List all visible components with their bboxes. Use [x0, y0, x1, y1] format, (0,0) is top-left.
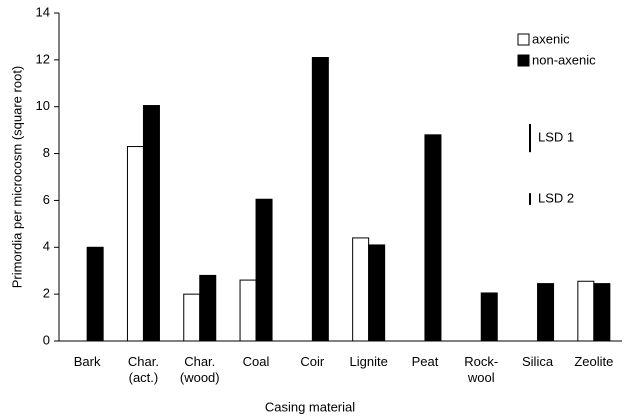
bar	[142, 105, 160, 342]
bar	[537, 283, 555, 342]
bar	[255, 198, 273, 342]
y-tick-label: 2	[43, 286, 50, 301]
bar	[577, 280, 595, 342]
x-tick-label: Zeolite	[574, 354, 614, 369]
bar	[239, 279, 257, 342]
bar	[86, 246, 104, 342]
x-tick-label: Bark	[73, 354, 101, 369]
x-tick-label: Rock- wool	[464, 354, 499, 385]
x-tick-label: Peat	[411, 354, 439, 369]
y-tick-label: 6	[43, 192, 50, 207]
bar	[199, 274, 217, 342]
y-tick-label: 0	[43, 332, 50, 347]
y-tick-label: 12	[36, 51, 50, 66]
x-tick-label: Silica	[522, 354, 554, 369]
lsd-label: LSD 2	[538, 190, 574, 205]
bar	[593, 283, 611, 342]
x-tick-label: Coir	[300, 354, 325, 369]
x-tick-label: Char. (act.)	[127, 354, 159, 385]
bar	[368, 244, 386, 342]
bar	[126, 146, 144, 342]
legend-swatch	[517, 33, 530, 46]
x-axis-title: Casing material	[265, 399, 355, 414]
x-tick-label: Lignite	[349, 354, 388, 369]
y-tick-label: 8	[43, 145, 50, 160]
bar	[311, 57, 329, 342]
x-tick-label: Char. (wood)	[179, 354, 220, 385]
y-axis-title: Primordia per microcosm (square root)	[9, 66, 24, 289]
legend-label: axenic	[532, 31, 570, 46]
x-tick-label: Coal	[242, 354, 270, 369]
bar	[183, 293, 201, 342]
legend-label: non-axenic	[532, 52, 596, 67]
bar	[424, 134, 442, 342]
legend-swatch	[517, 54, 530, 67]
lsd-label: LSD 1	[538, 130, 574, 145]
bar	[480, 292, 498, 342]
y-tick-label: 14	[36, 4, 50, 19]
bar	[352, 237, 370, 342]
y-tick-label: 10	[36, 98, 50, 113]
y-tick-label: 4	[43, 239, 50, 254]
